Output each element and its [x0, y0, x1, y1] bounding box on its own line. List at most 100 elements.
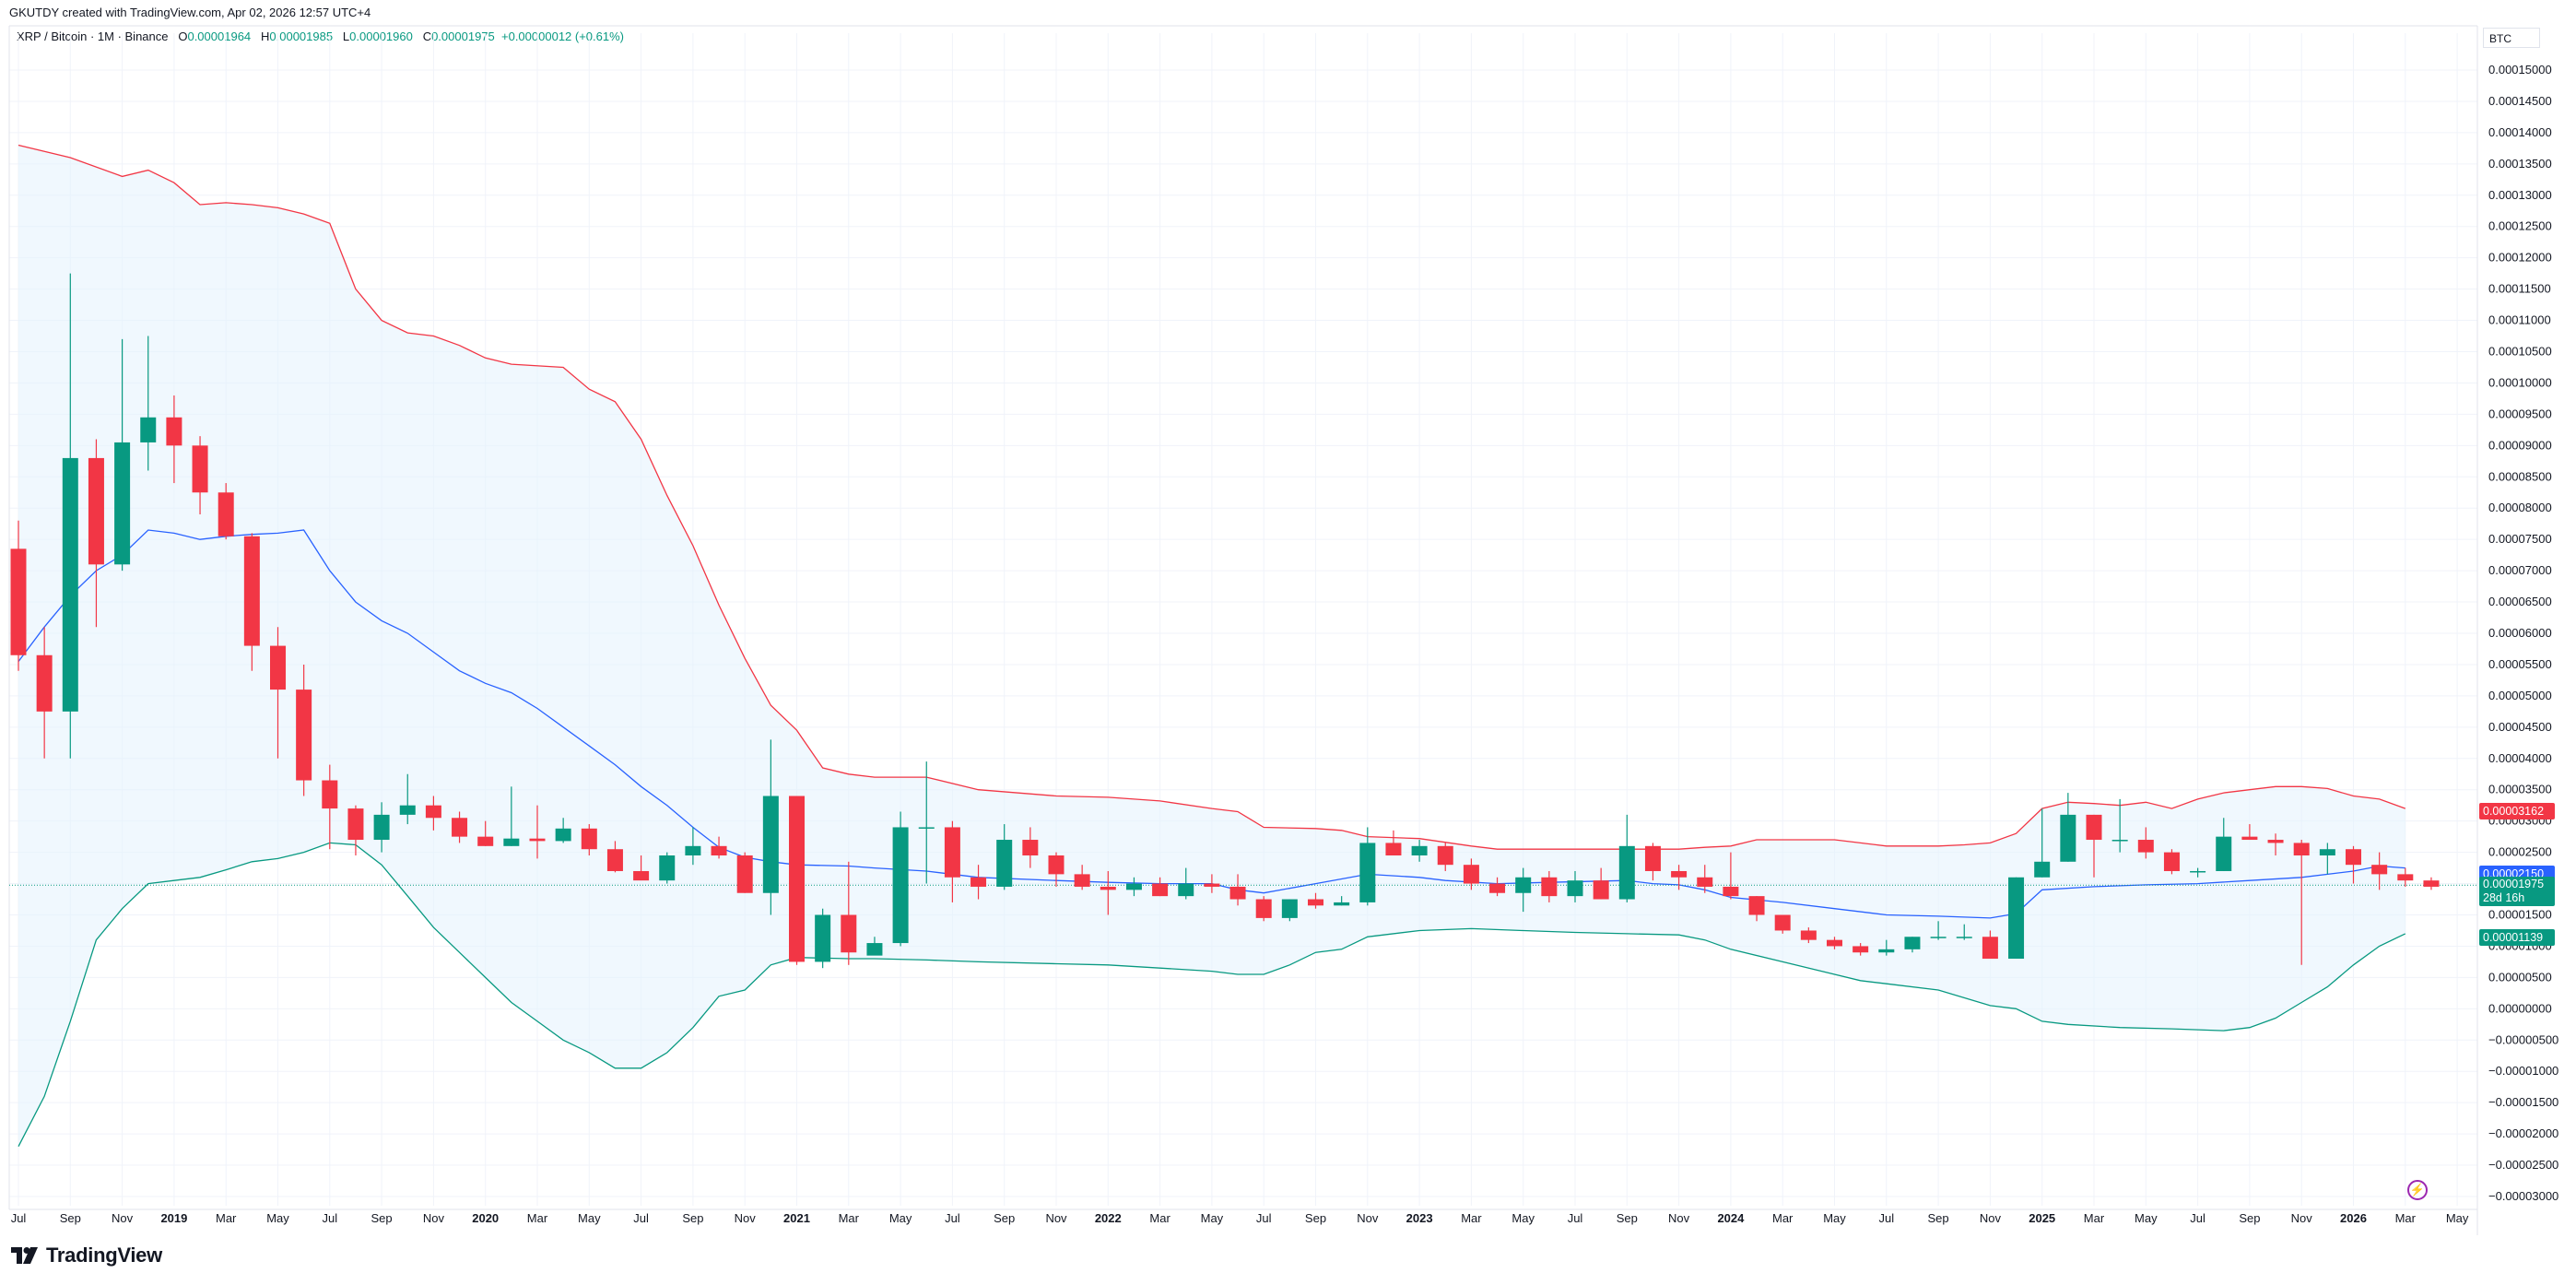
candle[interactable] — [2216, 818, 2232, 871]
candle[interactable] — [1644, 843, 1661, 881]
candle[interactable] — [1723, 852, 1739, 900]
candle[interactable] — [555, 818, 571, 843]
candle[interactable] — [762, 739, 779, 915]
candle[interactable] — [347, 805, 364, 856]
candle[interactable] — [944, 820, 960, 902]
candle[interactable] — [1904, 937, 1921, 953]
candle[interactable] — [1878, 939, 1895, 956]
candle[interactable] — [62, 273, 78, 759]
candle[interactable] — [685, 827, 701, 866]
candle[interactable] — [2190, 867, 2206, 878]
candle[interactable] — [1385, 830, 1402, 856]
candle[interactable] — [373, 802, 390, 853]
candle[interactable] — [1618, 814, 1635, 902]
candle[interactable] — [2371, 852, 2388, 890]
candle[interactable] — [606, 841, 623, 873]
candle[interactable] — [1463, 858, 1479, 890]
candle[interactable] — [296, 664, 312, 796]
candle[interactable] — [2137, 827, 2154, 859]
candle[interactable] — [892, 811, 909, 947]
candle[interactable] — [1411, 840, 1428, 862]
candle[interactable] — [2163, 849, 2180, 875]
candle[interactable] — [2241, 824, 2258, 841]
candle[interactable] — [1982, 930, 1998, 960]
candle[interactable] — [192, 436, 208, 515]
candle[interactable] — [1125, 877, 1142, 897]
candle[interactable] — [88, 439, 104, 628]
candle[interactable] — [841, 861, 857, 965]
symbol-name[interactable]: XRP / Bitcoin · 1M · Binance — [17, 29, 169, 43]
candle[interactable] — [1152, 877, 1169, 897]
candle[interactable] — [114, 338, 131, 572]
candle[interactable] — [2086, 814, 2102, 878]
candle[interactable] — [2008, 877, 2025, 960]
candle[interactable] — [503, 786, 520, 846]
candle[interactable] — [2397, 867, 2414, 887]
candle[interactable] — [1930, 921, 1947, 940]
candle[interactable] — [1022, 827, 1039, 868]
candle[interactable] — [1437, 843, 1453, 871]
candle[interactable] — [243, 533, 260, 671]
currency-unit-label[interactable]: BTC — [2483, 28, 2540, 48]
candle[interactable] — [1229, 874, 1246, 906]
candle[interactable] — [1956, 924, 1972, 940]
candle[interactable] — [1774, 914, 1791, 934]
candle[interactable] — [659, 852, 676, 884]
candle[interactable] — [1800, 927, 1817, 944]
candle[interactable] — [1827, 937, 1842, 949]
candle[interactable] — [789, 796, 805, 965]
candle[interactable] — [1697, 865, 1713, 893]
candle[interactable] — [711, 836, 727, 859]
candle[interactable] — [399, 773, 416, 825]
candle[interactable] — [1515, 867, 1532, 913]
candle[interactable] — [1204, 874, 1220, 893]
candle[interactable] — [10, 520, 27, 671]
candle[interactable] — [633, 855, 650, 881]
candle[interactable] — [2034, 808, 2051, 878]
candle[interactable] — [996, 824, 1013, 890]
candle[interactable] — [2267, 833, 2284, 856]
candle[interactable] — [1074, 865, 1090, 890]
candle[interactable] — [529, 805, 546, 859]
candle[interactable] — [918, 761, 935, 884]
candle[interactable] — [2111, 798, 2128, 853]
candle[interactable] — [1593, 867, 1609, 900]
candle[interactable] — [1100, 870, 1116, 915]
candle-body — [944, 827, 960, 878]
candle[interactable] — [1334, 896, 1350, 906]
candle[interactable] — [815, 908, 831, 969]
candle[interactable] — [2346, 845, 2361, 884]
candle[interactable] — [1567, 870, 1583, 902]
candle[interactable] — [1853, 943, 1869, 956]
candle[interactable] — [736, 852, 753, 893]
candle[interactable] — [2423, 877, 2440, 890]
flash-icon[interactable]: ⚡ — [2407, 1180, 2428, 1200]
candle[interactable] — [270, 627, 286, 759]
candle[interactable] — [322, 764, 338, 850]
candle[interactable] — [2319, 843, 2335, 875]
candle[interactable] — [2060, 793, 2076, 862]
candle[interactable] — [1281, 899, 1298, 922]
candle[interactable] — [1671, 865, 1688, 890]
candle[interactable] — [581, 824, 597, 856]
candle[interactable] — [1178, 867, 1194, 900]
candle[interactable] — [452, 811, 468, 843]
candle[interactable] — [140, 336, 157, 471]
candle[interactable] — [866, 937, 883, 956]
candle[interactable] — [166, 395, 182, 484]
candle[interactable] — [1748, 896, 1765, 922]
candle[interactable] — [1048, 852, 1065, 887]
candle[interactable] — [218, 483, 234, 540]
candle[interactable] — [970, 865, 987, 900]
candle[interactable] — [2293, 840, 2310, 965]
candle[interactable] — [1489, 877, 1506, 897]
candle[interactable] — [1308, 892, 1323, 909]
candle[interactable] — [36, 627, 53, 759]
candle[interactable] — [477, 820, 494, 846]
candle[interactable] — [1255, 896, 1272, 922]
candle[interactable] — [425, 796, 441, 831]
candle-body — [1982, 937, 1998, 960]
candle[interactable] — [1541, 870, 1558, 902]
candle[interactable] — [1359, 827, 1376, 906]
